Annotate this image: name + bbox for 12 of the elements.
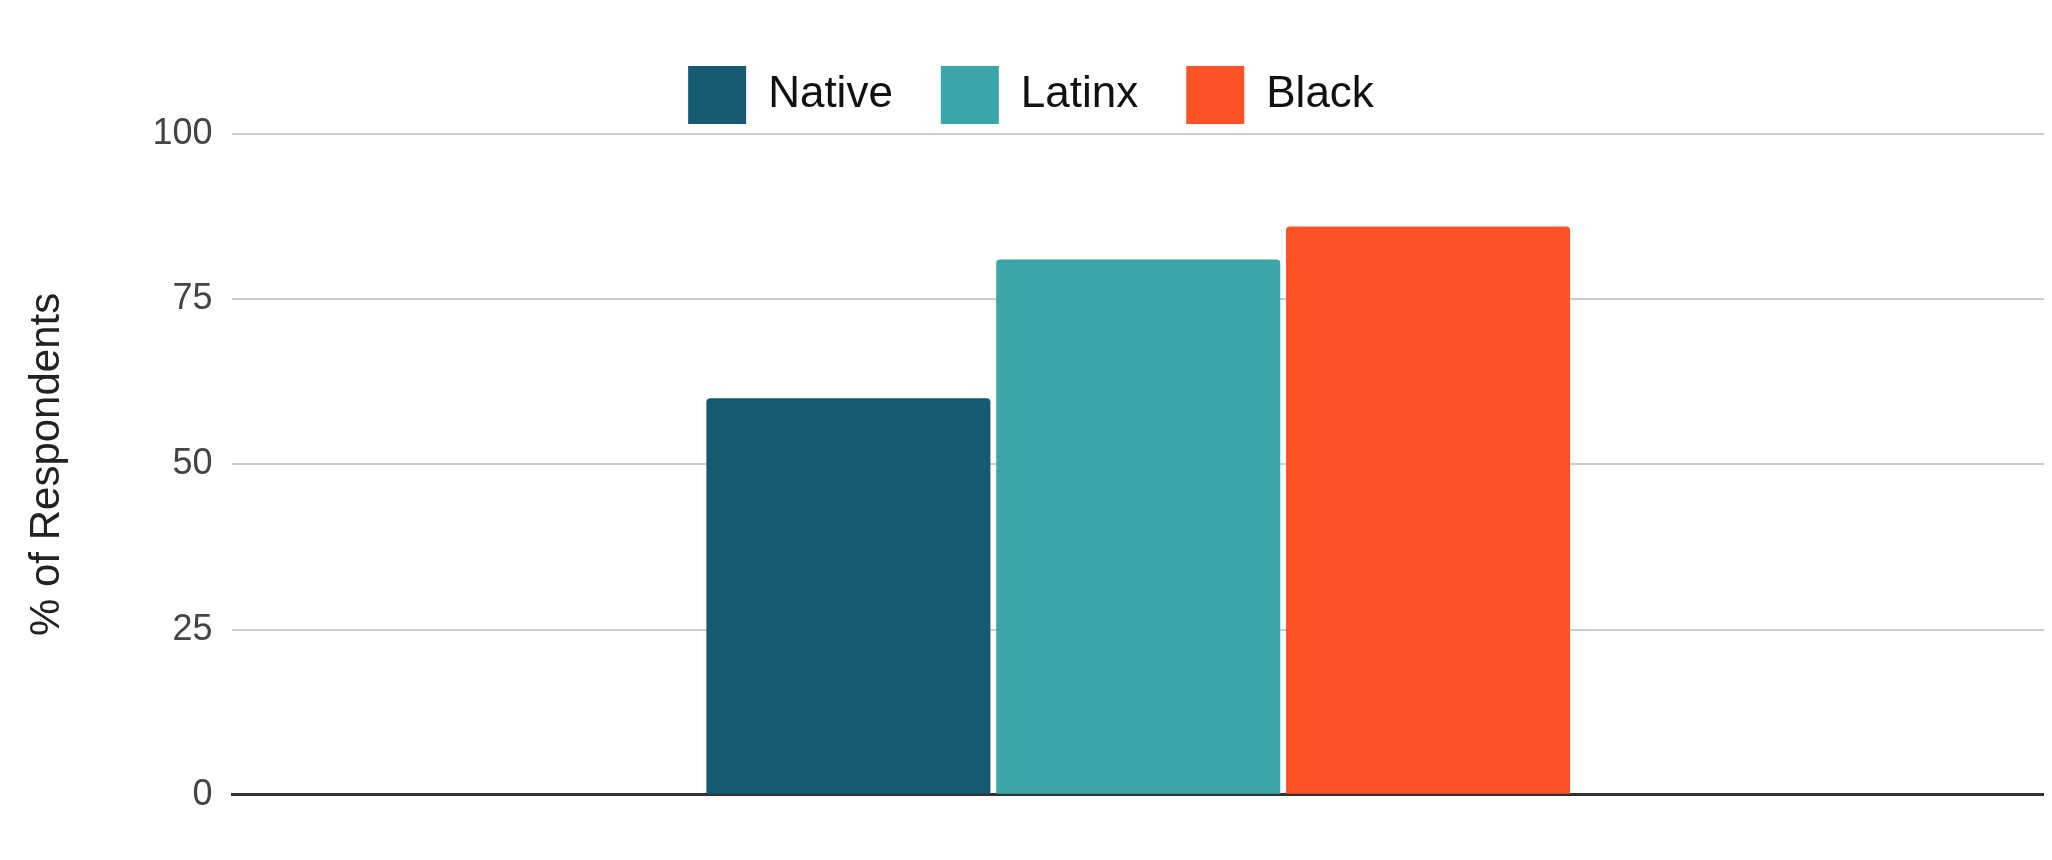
y-tick-label: 25 [172,606,213,648]
bar [996,259,1281,794]
y-tick-label: 75 [172,276,213,318]
bar [706,398,991,794]
y-tick-label: 100 [152,110,213,152]
y-axis-title: % of Respondents [20,292,68,637]
y-tick-label: 0 [192,771,213,813]
legend-label: Latinx [1020,67,1139,117]
legend-label: Native [768,67,893,117]
legend-label: Black [1266,67,1375,117]
bar [1286,226,1571,794]
y-tick-label: 50 [172,441,213,483]
